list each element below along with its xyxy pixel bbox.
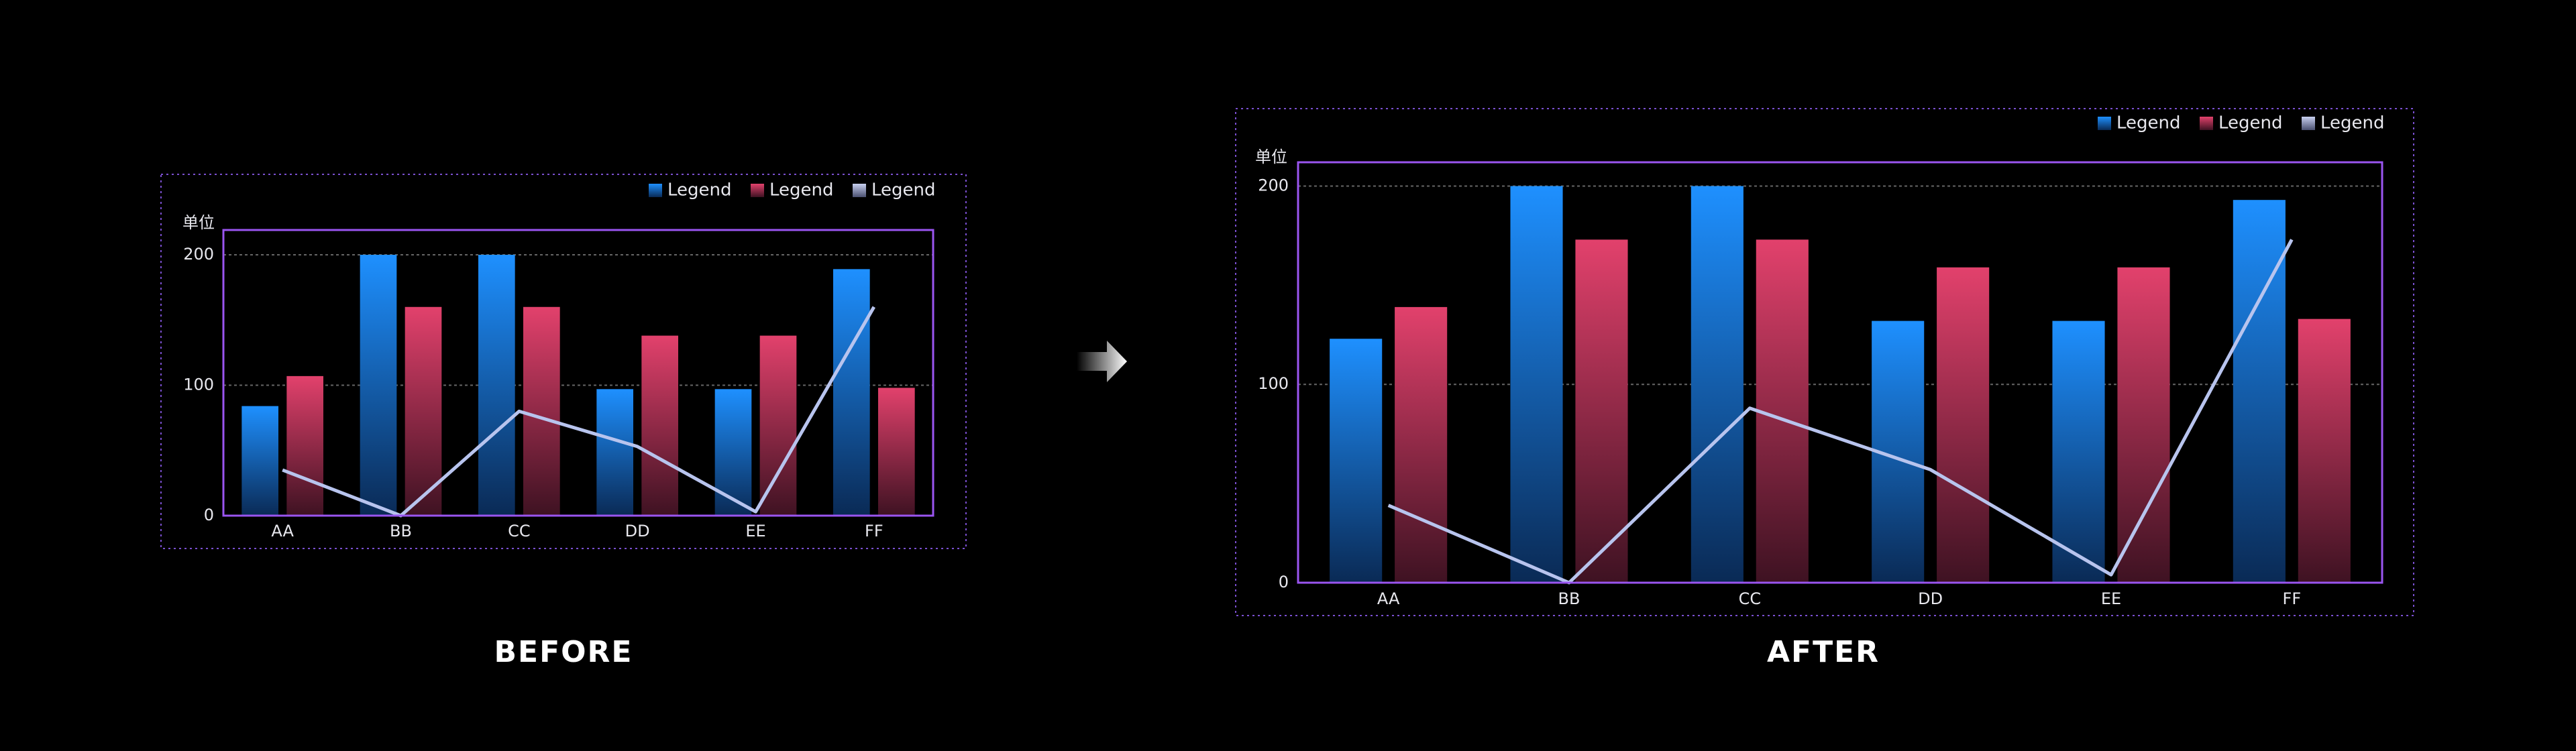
y-tick-label: 0	[1279, 573, 1289, 591]
legend-swatch	[853, 184, 866, 197]
legend-label: Legend	[667, 180, 732, 200]
line	[1387, 239, 2294, 585]
y-tick-label: 100	[183, 375, 214, 394]
bar	[1690, 186, 1743, 583]
x-tick-label: EE	[2101, 589, 2121, 608]
bar	[714, 389, 752, 516]
bar	[1510, 186, 1563, 583]
x-tick-label: CC	[1739, 589, 1762, 608]
plot-border	[222, 229, 934, 517]
bar	[2233, 200, 2286, 583]
bar	[523, 306, 560, 516]
legend-swatch	[2098, 117, 2111, 130]
bar	[641, 335, 679, 516]
x-tick-label: DD	[625, 522, 650, 540]
bar	[2052, 321, 2105, 583]
x-tick-label: DD	[1918, 589, 1943, 608]
legend-label: Legend	[871, 180, 936, 200]
bar	[759, 335, 797, 516]
legend-label: Legend	[2218, 113, 2283, 133]
legend-label: Legend	[2320, 113, 2385, 133]
x-tick-label: FF	[865, 522, 883, 540]
y-tick-label: 100	[1258, 374, 1289, 393]
plot-border	[1297, 161, 2383, 584]
y-tick-label: 200	[1258, 176, 1289, 194]
x-tick-label: BB	[390, 522, 412, 540]
bar	[2117, 267, 2170, 583]
bar	[360, 254, 397, 516]
bar	[478, 254, 515, 516]
x-tick-label: EE	[745, 522, 765, 540]
bar	[1330, 339, 1383, 583]
x-tick-label: BB	[1558, 589, 1580, 608]
legend-swatch	[2302, 117, 2315, 130]
legend-label: Legend	[769, 180, 834, 200]
y-axis-label: 单位	[182, 213, 215, 232]
chart-title: AFTER	[1767, 635, 1880, 669]
bar	[1395, 306, 1448, 583]
bar	[286, 376, 324, 516]
bar	[596, 389, 633, 516]
x-tick-label: CC	[508, 522, 531, 540]
legend-label: Legend	[2116, 113, 2181, 133]
legend-swatch	[2200, 117, 2213, 130]
chart-frame	[160, 174, 967, 549]
bar	[1756, 239, 1809, 583]
x-tick-label: FF	[2283, 589, 2302, 608]
y-tick-label: 0	[204, 506, 214, 524]
arrow	[1077, 341, 1127, 382]
y-tick-label: 200	[183, 245, 214, 264]
bar	[241, 406, 278, 516]
bar	[833, 269, 870, 516]
bar	[405, 306, 442, 516]
bar	[878, 388, 915, 516]
line	[282, 306, 875, 518]
bar	[1575, 239, 1628, 583]
bar	[2298, 319, 2351, 583]
legend-swatch	[751, 184, 764, 197]
chart-title: BEFORE	[494, 635, 633, 669]
x-tick-label: AA	[271, 522, 294, 540]
bar	[1937, 267, 1990, 583]
x-tick-label: AA	[1377, 589, 1400, 608]
legend-swatch	[649, 184, 662, 197]
y-axis-label: 单位	[1255, 148, 1287, 166]
